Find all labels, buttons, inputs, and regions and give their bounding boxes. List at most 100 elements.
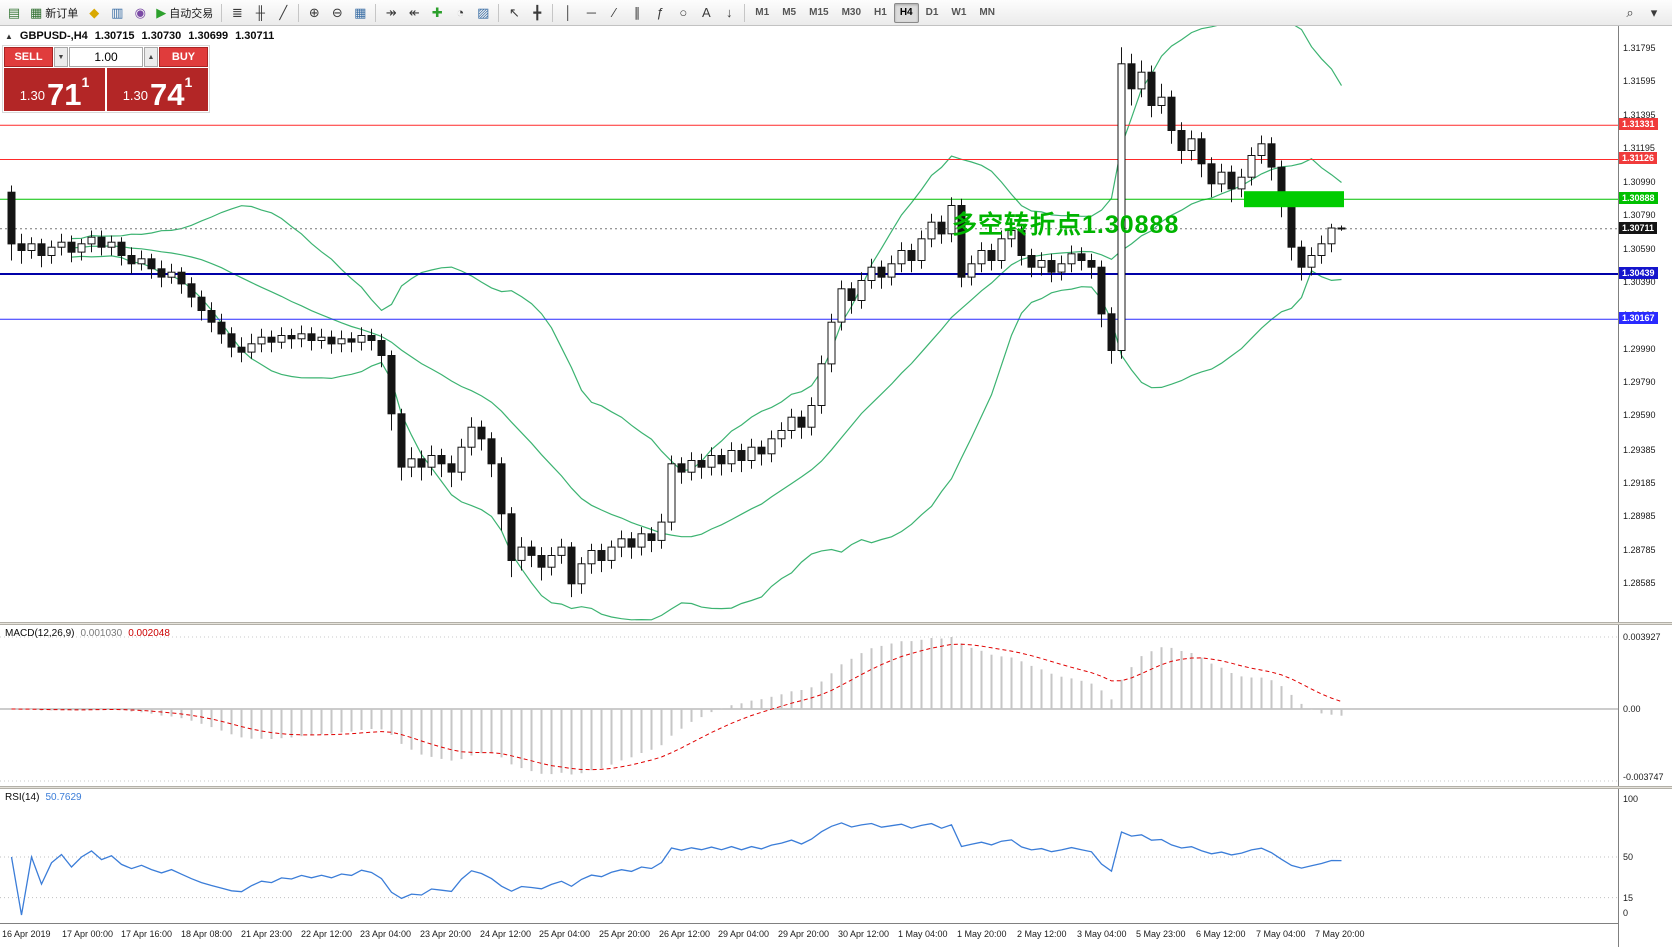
- macd-canvas[interactable]: [0, 625, 1618, 786]
- sell-price-tile[interactable]: 1.30 71 1: [4, 68, 105, 111]
- equidistant-channel-button[interactable]: ∥: [626, 2, 648, 24]
- tile-windows-icon: ▦: [354, 4, 367, 20]
- macd-title: MACD(12,26,9): [5, 628, 75, 639]
- zoom-out-icon: ⊖: [331, 4, 343, 20]
- macd-label: MACD(12,26,9) 0.001030 0.002048: [5, 628, 170, 639]
- timeframe-h1-button[interactable]: H1: [874, 7, 887, 18]
- pane-splitter[interactable]: [0, 786, 1672, 789]
- trade-panel-toggle-icon[interactable]: ▲: [5, 31, 13, 41]
- search-button[interactable]: ⌕: [1619, 2, 1641, 24]
- time-axis-label: 1 May 20:00: [957, 929, 1007, 939]
- new-order-button[interactable]: ▦ 新订单: [26, 2, 82, 24]
- time-axis[interactable]: 16 Apr 2019 17 Apr 00:00 17 Apr 16:00 18 Ap…: [0, 923, 1618, 947]
- zoom-out-button[interactable]: ⊖: [326, 2, 348, 24]
- macd-pane[interactable]: MACD(12,26,9) 0.001030 0.002048: [0, 625, 1618, 786]
- rsi-axis-label: 15: [1623, 893, 1634, 903]
- quick-access-button[interactable]: ▾: [1643, 2, 1665, 24]
- price-axis[interactable]: 1.31795 1.31595 1.31395 1.31195 1.30990 1.307…: [1618, 26, 1672, 947]
- shapes-button[interactable]: ○: [672, 2, 694, 24]
- time-axis-label: 2 May 12:00: [1017, 929, 1067, 939]
- sell-price-base: 1.30: [19, 88, 46, 103]
- price-axis-label: 1.29990: [1623, 344, 1656, 354]
- timeframe-mn-button[interactable]: MN: [979, 7, 995, 18]
- new-chart-button[interactable]: ▤: [3, 2, 25, 24]
- rsi-canvas[interactable]: [0, 789, 1618, 923]
- price-axis-label: 1.30790: [1623, 210, 1656, 220]
- volume-input[interactable]: [69, 47, 143, 67]
- time-axis-label: 5 May 23:00: [1136, 929, 1186, 939]
- main-chart-pane[interactable]: ▲ GBPUSD-,H4 1.30715 1.30730 1.30699 1.3…: [0, 26, 1618, 622]
- time-axis-label: 3 May 04:00: [1077, 929, 1127, 939]
- timeframe-h4-button[interactable]: H4: [893, 2, 919, 23]
- cursor-icon: ↖: [508, 4, 520, 20]
- market-watch-button[interactable]: ◆: [83, 2, 105, 24]
- auto-scroll-button[interactable]: ↠: [380, 2, 402, 24]
- templates-icon: ▨: [477, 4, 490, 20]
- timeframe-w1-button[interactable]: W1: [951, 7, 967, 18]
- price-level-badge: 1.30439: [1619, 267, 1658, 279]
- price-axis-label: 1.29590: [1623, 410, 1656, 420]
- chart-ohlc-header: ▲ GBPUSD-,H4 1.30715 1.30730 1.30699 1.3…: [5, 30, 274, 42]
- trendline-button[interactable]: ∕: [603, 2, 625, 24]
- line-chart-button[interactable]: ╱: [272, 2, 294, 24]
- rsi-axis-label: 50: [1623, 852, 1634, 862]
- rsi-pane[interactable]: RSI(14) 50.7629: [0, 789, 1618, 923]
- timeframe-m30-button[interactable]: M30: [841, 7, 862, 18]
- volume-stepper-up-icon[interactable]: ▲: [144, 47, 158, 67]
- bar-chart-button[interactable]: ≣: [226, 2, 248, 24]
- toolbar-separator: [375, 3, 377, 22]
- cursor-button[interactable]: ↖: [503, 2, 525, 24]
- text-label-button[interactable]: A: [695, 2, 717, 24]
- tile-windows-button[interactable]: ▦: [349, 2, 371, 24]
- pane-splitter[interactable]: [0, 622, 1672, 625]
- equidistant-channel-icon: ∥: [634, 4, 641, 20]
- arrows-button[interactable]: ↓: [718, 2, 740, 24]
- indicators-button[interactable]: ✚: [426, 2, 448, 24]
- time-axis-label: 24 Apr 12:00: [480, 929, 532, 939]
- buy-button[interactable]: BUY: [159, 47, 208, 67]
- sell-price-frac: 1: [81, 74, 90, 90]
- periods-button[interactable]: ◔: [449, 2, 471, 24]
- rsi-axis-label: 0: [1623, 908, 1629, 918]
- candlestick-chart-icon: ╫: [255, 5, 265, 20]
- navigator-button[interactable]: ◉: [129, 2, 151, 24]
- annotation-text[interactable]: 多空转折点1.30888: [952, 211, 1180, 239]
- shapes-icon: ○: [679, 5, 688, 20]
- timeframe-d1-button[interactable]: D1: [925, 7, 939, 18]
- buy-price-pips: 74: [150, 77, 185, 112]
- autotrading-button[interactable]: ▶ 自动交易: [152, 2, 217, 24]
- chart-shift-button[interactable]: ↞: [403, 2, 425, 24]
- crosshair-button[interactable]: ╋: [526, 2, 548, 24]
- toolbar-separator: [298, 3, 300, 22]
- navigator-icon: ◉: [134, 4, 146, 20]
- fibonacci-button[interactable]: ƒ: [649, 2, 671, 24]
- vertical-line-button[interactable]: │: [557, 2, 579, 24]
- toolbar-separator: [498, 3, 500, 22]
- data-window-icon: ▥: [111, 4, 124, 20]
- main-chart-canvas[interactable]: [0, 26, 1618, 622]
- price-axis-label: 1.31795: [1623, 43, 1656, 53]
- timeframe-m5-button[interactable]: M5: [782, 7, 797, 18]
- timeframe-m15-button[interactable]: M15: [809, 7, 829, 18]
- rsi-axis-label: 100: [1623, 794, 1639, 804]
- time-axis-label: 25 Apr 04:00: [539, 929, 591, 939]
- ohlc-open: 1.30715: [94, 30, 135, 42]
- volume-dropdown-icon[interactable]: ▼: [54, 47, 68, 67]
- zoom-in-button[interactable]: ⊕: [303, 2, 325, 24]
- buy-price-tile[interactable]: 1.30 74 1: [107, 68, 208, 111]
- search-icon: ⌕: [1626, 4, 1634, 20]
- chart-window: ▲ GBPUSD-,H4 1.30715 1.30730 1.30699 1.3…: [0, 26, 1672, 947]
- time-axis-label: 29 Apr 20:00: [778, 929, 830, 939]
- time-axis-label: 21 Apr 23:00: [241, 929, 293, 939]
- timeframe-m1-button[interactable]: M1: [755, 7, 770, 18]
- candlestick-chart-button[interactable]: ╫: [249, 2, 271, 24]
- new-order-label: 新订单: [45, 7, 79, 20]
- data-window-button[interactable]: ▥: [106, 2, 128, 24]
- time-axis-label: 29 Apr 04:00: [718, 929, 770, 939]
- templates-button[interactable]: ▨: [472, 2, 494, 24]
- horizontal-line-button[interactable]: ─: [580, 2, 602, 24]
- time-axis-label: 30 Apr 12:00: [838, 929, 890, 939]
- time-axis-label: 17 Apr 00:00: [62, 929, 114, 939]
- sell-button[interactable]: SELL: [4, 47, 53, 67]
- sell-price-pips: 71: [47, 77, 82, 112]
